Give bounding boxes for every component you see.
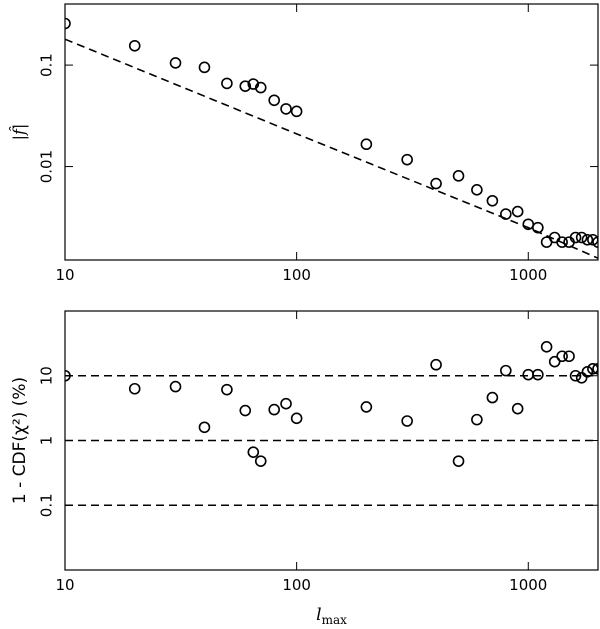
data-point — [239, 80, 252, 92]
data-point — [128, 382, 141, 395]
data-point — [268, 403, 280, 416]
data-point — [532, 368, 544, 381]
x-tick-label: 10 — [55, 266, 74, 284]
data-point — [268, 94, 280, 107]
data-point — [556, 236, 568, 248]
x-tick-label: 100 — [282, 266, 311, 284]
data-point — [239, 404, 252, 417]
data-point — [65, 17, 71, 30]
x-axis-label-sub: max — [322, 613, 348, 627]
data-point — [221, 383, 233, 396]
data-point — [401, 415, 413, 427]
y-axis-label: |f̂| — [9, 124, 28, 141]
data-point — [280, 103, 292, 115]
data-point — [471, 184, 483, 196]
data-point — [169, 57, 182, 69]
data-point — [471, 413, 483, 426]
y-axis-label: 1 - CDF(χ²) (%) — [10, 377, 30, 504]
data-point — [486, 194, 499, 207]
y-tick-label: 0.1 — [38, 53, 56, 77]
data-point — [575, 371, 588, 384]
data-point — [221, 77, 233, 90]
data-point — [247, 446, 260, 458]
data-point — [360, 401, 373, 413]
data-point — [452, 170, 465, 182]
data-point — [128, 39, 141, 52]
data-point — [532, 221, 544, 234]
data-point — [592, 363, 598, 375]
y-tick-label: 10 — [38, 366, 56, 385]
y-tick-label: 0.1 — [38, 493, 56, 517]
data-point — [254, 455, 267, 467]
y-tick-label: 0.01 — [38, 150, 56, 183]
data-point — [360, 138, 373, 151]
plot-area — [65, 17, 598, 259]
model-line — [65, 38, 598, 259]
data-point — [511, 402, 524, 415]
data-point — [581, 233, 594, 246]
plot-area — [65, 340, 598, 507]
data-point — [540, 340, 553, 353]
data-point — [575, 231, 588, 244]
data-point — [198, 61, 211, 74]
axes-frame — [64, 3, 599, 261]
data-point — [254, 81, 267, 94]
data-point — [511, 205, 524, 218]
data-point — [556, 350, 568, 363]
data-point — [486, 391, 499, 404]
data-point — [401, 153, 413, 166]
data-point — [563, 350, 575, 363]
data-point — [280, 397, 292, 410]
x-axis-label: lmax — [316, 605, 347, 627]
x-tick-label: 10 — [55, 576, 74, 594]
x-tick-label: 1000 — [509, 266, 547, 284]
y-tick-label: 1 — [38, 436, 56, 446]
axes-frame — [64, 310, 599, 571]
data-point — [198, 421, 211, 434]
data-point — [592, 236, 598, 248]
data-point — [569, 369, 582, 382]
data-point — [569, 231, 582, 244]
data-point — [430, 358, 442, 371]
x-tick-label: 100 — [282, 576, 311, 594]
data-point — [500, 364, 512, 377]
x-axis-label-main: l — [316, 605, 321, 625]
x-tick-label: 1000 — [509, 576, 547, 594]
data-point — [430, 177, 442, 190]
data-point — [522, 368, 535, 381]
data-point — [169, 380, 182, 393]
data-point — [290, 412, 303, 425]
data-point — [548, 355, 561, 368]
data-point — [290, 105, 303, 118]
data-point — [452, 455, 465, 467]
data-point — [500, 208, 512, 220]
